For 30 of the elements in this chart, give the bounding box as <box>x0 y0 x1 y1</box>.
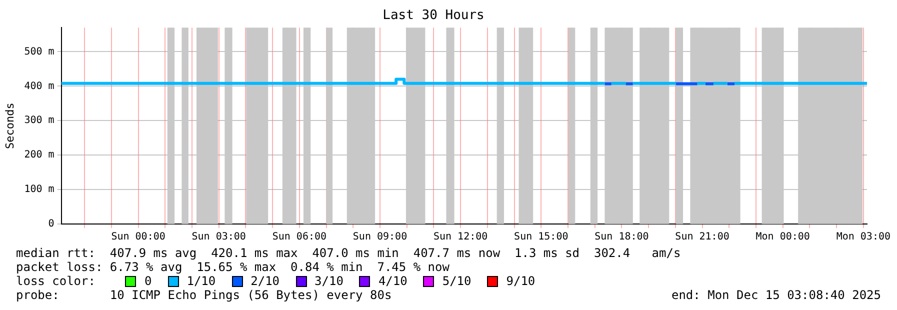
x-tick-label: Sun 09:00 <box>352 232 408 243</box>
x-tick-label: Mon 03:00 <box>836 232 891 243</box>
text: end: Mon Dec 15 03:08:40 2025 <box>671 288 881 302</box>
legend-title: loss color: <box>16 274 96 288</box>
x-tick-label: Sun 06:00 <box>272 232 327 243</box>
legend-label: 0 <box>144 274 152 288</box>
y-tick-label: 100 m <box>24 184 54 196</box>
text: packet loss: 6.73 % avg 15.65 % max 0.84 % min 7.45 % now <box>15 260 450 274</box>
x-tick-label: Sun 18:00 <box>594 232 649 243</box>
y-tick-label: 300 m <box>24 115 54 126</box>
legend-label: 4/10 <box>378 274 408 288</box>
legend-label: 9/10 <box>506 274 536 288</box>
legend-label: 5/10 <box>442 274 472 288</box>
text: median rtt: 407.9 ms avg 420.1 ms max 407.0 ms min 407.7 ms now 1.3 ms sd 302.4 am/s <box>15 246 682 260</box>
x-tick-label: Sun 12:00 <box>433 232 488 243</box>
x-tick-label: Sun 15:00 <box>514 232 568 243</box>
x-tick-label: Mon 00:00 <box>756 232 810 243</box>
text: probe: 10 ICMP Echo Pings (56 Bytes) every 80s <box>16 288 392 302</box>
x-tick-label: Sun 21:00 <box>675 232 730 243</box>
y-axis-title: Seconds <box>3 102 16 149</box>
x-tick-label: Sun 00:00 <box>111 232 166 243</box>
legend-label: 1/10 <box>186 274 216 288</box>
y-tick-label: 200 m <box>24 150 54 161</box>
legend-label: 3/10 <box>314 274 344 288</box>
y-tick-label: 500 m <box>24 46 54 58</box>
chart-title: Last 30 Hours <box>382 8 484 24</box>
x-tick-label: Sun 03:00 <box>192 232 246 243</box>
y-tick-label: 400 m <box>24 80 54 92</box>
legend-label: 2/10 <box>250 274 280 288</box>
y-tick-label: 0 <box>48 218 54 230</box>
